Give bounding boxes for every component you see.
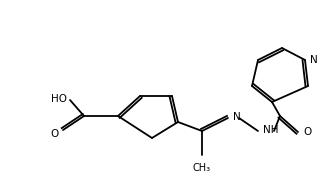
Text: O: O: [51, 129, 59, 139]
Text: NH: NH: [263, 125, 278, 135]
Text: N: N: [310, 55, 318, 65]
Text: CH₃: CH₃: [193, 163, 211, 173]
Text: N: N: [233, 112, 241, 122]
Text: HO: HO: [51, 94, 67, 104]
Text: O: O: [303, 127, 311, 137]
